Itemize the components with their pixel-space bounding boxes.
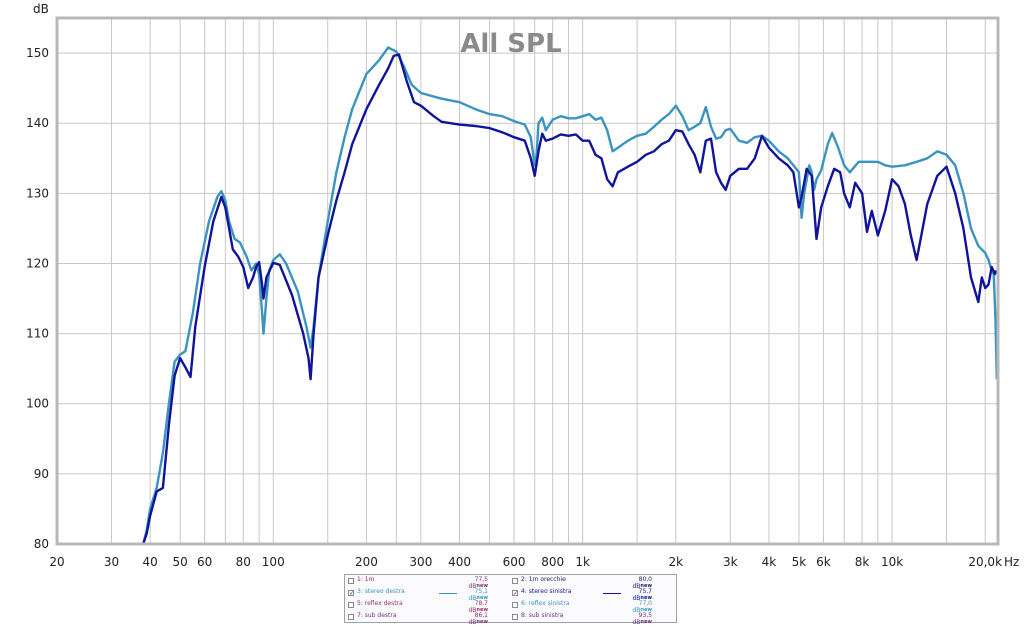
legend-row: ✓ 3: stereo destra 75,1 dBnew ✓ 4: stereo si… <box>345 588 676 602</box>
legend-item-name: 4: stereo sinistra <box>521 588 572 595</box>
legend-new-tag: new <box>476 619 488 625</box>
legend-value-text: 86,1 dB <box>468 612 488 626</box>
legend-checkbox[interactable]: ✓ <box>512 590 519 597</box>
legend-item-value: 75,1 dBnew <box>458 588 488 602</box>
y-tick-label: 150 <box>26 46 49 60</box>
y-tick-label: 130 <box>26 186 49 200</box>
legend-new-tag: new <box>476 595 488 601</box>
legend-value-text: 80,0 dB <box>632 576 652 590</box>
y-axis-label: dB <box>33 2 49 16</box>
x-tick-label: 3k <box>723 555 738 569</box>
legend-item-value: 93,5 dBnew <box>622 612 652 626</box>
legend-item-value: 77,0 dBnew <box>622 600 652 614</box>
legend-row: 5: reflex destra 78,7 dBnew 6: reflex sini… <box>345 600 676 614</box>
legend-checkbox[interactable] <box>348 602 354 608</box>
legend-new-tag: new <box>476 583 488 589</box>
legend-checkbox[interactable] <box>512 614 518 620</box>
y-tick-label: 120 <box>26 256 49 270</box>
y-tick-label: 100 <box>26 397 49 411</box>
legend-item-name: 7: sub destra <box>357 612 397 619</box>
x-tick-label: 400 <box>448 555 471 569</box>
legend-new-tag: new <box>640 595 652 601</box>
grid <box>56 18 998 545</box>
series-line-1 <box>142 46 998 545</box>
legend-item-value: 78,7 dBnew <box>458 600 488 614</box>
legend-new-tag: new <box>640 619 652 625</box>
x-tick-label: 40 <box>142 555 157 569</box>
y-tick-label: 80 <box>34 537 49 551</box>
legend-item-value: 80,0 dBnew <box>622 576 652 590</box>
x-tick-label: 5k <box>792 555 807 569</box>
y-tick-label: 90 <box>34 467 49 481</box>
legend-item-name: 8: sub sinistra <box>521 612 564 619</box>
x-tick-label: 10k <box>881 555 903 569</box>
legend-item-name: 3: stereo destra <box>357 588 405 595</box>
legend-new-tag: new <box>476 607 488 613</box>
legend-checkbox[interactable] <box>348 614 354 620</box>
legend-checkbox[interactable] <box>348 578 354 584</box>
legend-value-text: 78,7 dB <box>468 600 488 614</box>
legend-value-text: 77,5 dB <box>468 576 488 590</box>
x-tick-label: 30 <box>104 555 119 569</box>
legend-checkbox[interactable] <box>512 602 518 608</box>
legend-swatch <box>603 593 621 594</box>
legend-item-value: 75,7 dBnew <box>622 588 652 602</box>
x-tick-label: 300 <box>409 555 432 569</box>
legend-row: 1: 1m 77,5 dBnew 2: 1m orecchie 80,0 dBnew <box>345 576 676 590</box>
x-tick-label: 600 <box>503 555 526 569</box>
x-tick-label: 100 <box>262 555 285 569</box>
legend-checkbox[interactable]: ✓ <box>348 590 355 597</box>
legend-new-tag: new <box>640 583 652 589</box>
x-tick-label: 2k <box>668 555 683 569</box>
x-tick-label: 50 <box>172 555 187 569</box>
plot-frame <box>55 16 1000 546</box>
x-tick-label: 8k <box>855 555 870 569</box>
legend-value-text: 75,1 dB <box>468 588 488 602</box>
tick-labels: 20 30 40 50 60 80 100 200 300 400 600 800 1k 2k 3k 4k 5k… <box>26 46 1002 569</box>
x-tick-label: 200 <box>355 555 378 569</box>
legend: 1: 1m 77,5 dBnew 2: 1m orecchie 80,0 dBnew ✓… <box>344 574 677 626</box>
x-tick-label: 20,0k <box>968 555 1002 569</box>
legend-row: 7: sub destra 86,1 dBnew 8: sub sinistra 93… <box>345 612 676 626</box>
chart-title: All SPL <box>460 29 561 59</box>
legend-value-text: 77,0 dB <box>632 600 652 614</box>
legend-new-tag: new <box>640 607 652 613</box>
x-axis-label: Hz <box>1004 555 1019 569</box>
legend-item-name: 2: 1m orecchie <box>521 576 566 583</box>
series-line-2 <box>142 53 998 545</box>
x-tick-label: 60 <box>197 555 212 569</box>
legend-item-name: 6: reflex sinistra <box>521 600 570 607</box>
y-tick-label: 140 <box>26 116 49 130</box>
x-tick-label: 6k <box>816 555 831 569</box>
legend-checkbox[interactable] <box>512 578 518 584</box>
y-tick-label: 110 <box>26 327 49 341</box>
x-tick-label: 4k <box>762 555 777 569</box>
legend-item-value: 77,5 dBnew <box>458 576 488 590</box>
legend-item-value: 86,1 dBnew <box>458 612 488 626</box>
x-tick-label: 1k <box>575 555 590 569</box>
x-tick-label: 80 <box>236 555 251 569</box>
x-tick-label: 20 <box>49 555 64 569</box>
legend-swatch <box>439 593 457 594</box>
legend-item-name: 1: 1m <box>357 576 375 583</box>
series-lines <box>142 46 998 545</box>
legend-value-text: 75,7 dB <box>632 588 652 602</box>
x-tick-label: 800 <box>541 555 564 569</box>
legend-value-text: 93,5 dB <box>632 612 652 626</box>
legend-item-name: 5: reflex destra <box>357 600 403 607</box>
